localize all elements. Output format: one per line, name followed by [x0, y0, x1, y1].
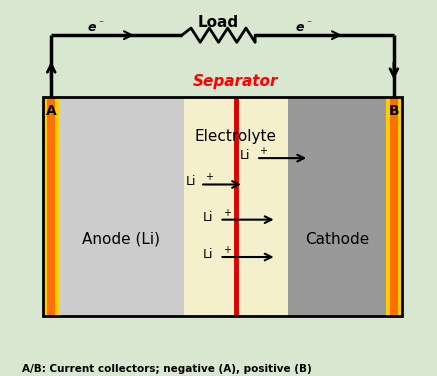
Bar	[288, 97, 386, 316]
Text: Li: Li	[203, 211, 214, 224]
Text: A/B: Current collectors; negative (A), positive (B): A/B: Current collectors; negative (A), p…	[22, 364, 312, 374]
Text: Separator: Separator	[193, 74, 278, 89]
Bar	[47, 97, 55, 316]
Text: Electrolyte: Electrolyte	[195, 129, 277, 144]
Text: Li: Li	[240, 149, 250, 162]
Text: +: +	[223, 208, 231, 218]
Text: A: A	[46, 104, 57, 118]
Bar	[44, 97, 59, 316]
Bar	[386, 97, 402, 316]
Text: ⁻: ⁻	[98, 19, 104, 29]
Text: +: +	[260, 146, 267, 156]
Text: B: B	[388, 104, 399, 118]
Bar	[390, 97, 398, 316]
Text: Li: Li	[203, 248, 214, 261]
Bar	[59, 97, 184, 316]
Text: Li: Li	[186, 176, 197, 188]
Text: Load: Load	[198, 15, 239, 30]
Text: e: e	[296, 21, 304, 33]
Bar	[184, 97, 288, 316]
Text: Anode (Li): Anode (Li)	[83, 232, 160, 247]
Text: e: e	[88, 21, 97, 33]
Text: ⁻: ⁻	[306, 19, 312, 29]
Text: +: +	[205, 172, 214, 182]
Text: Cathode: Cathode	[305, 232, 369, 247]
Text: +: +	[223, 245, 231, 255]
Bar	[44, 97, 402, 316]
